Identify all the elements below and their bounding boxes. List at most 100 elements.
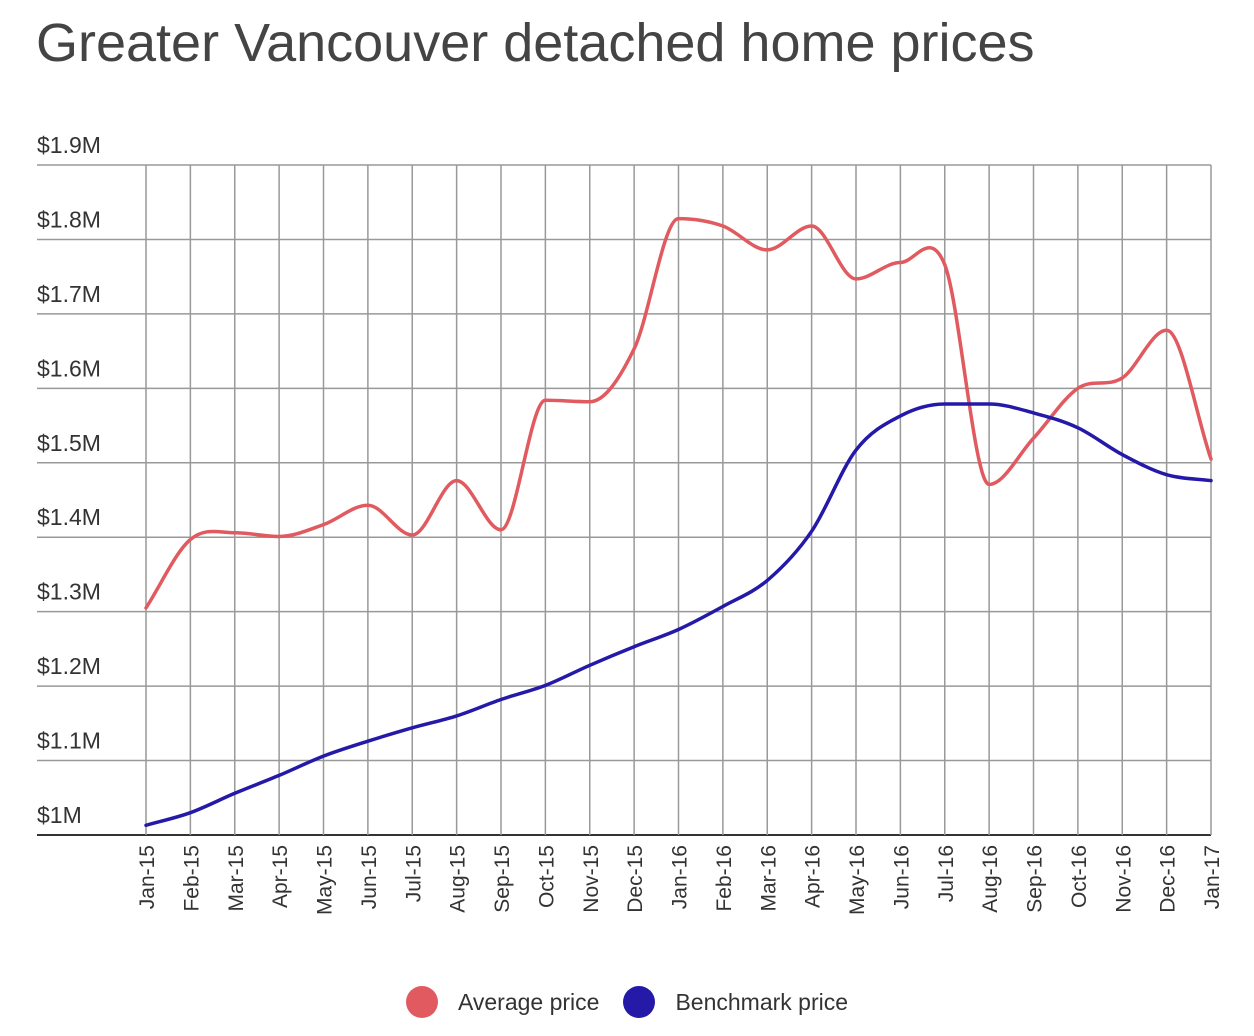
- y-tick-label: $1.6M: [37, 355, 101, 381]
- data-point-average-price: [321, 522, 327, 528]
- y-tick-label: $1.1M: [37, 728, 101, 754]
- series-line-benchmark-price: [144, 402, 1213, 828]
- chart-title: Greater Vancouver detached home prices: [36, 13, 1035, 73]
- data-point-average-price: [1031, 435, 1037, 441]
- data-point-average-price: [1164, 327, 1170, 333]
- x-tick-label: Sep-15: [491, 845, 514, 913]
- x-tick-label: Jan-16: [669, 845, 692, 909]
- data-point-benchmark-price: [187, 810, 193, 816]
- data-point-benchmark-price: [897, 413, 903, 419]
- data-point-average-price: [232, 530, 238, 536]
- data-point-benchmark-price: [587, 662, 593, 668]
- data-point-average-price: [676, 216, 682, 222]
- x-tick-label: Mar-16: [757, 845, 780, 912]
- legend-item-benchmark-price[interactable]: Benchmark price: [623, 986, 848, 1018]
- data-point-average-price: [143, 605, 149, 611]
- x-tick-label: Oct-16: [1068, 845, 1091, 908]
- x-tick-label: Apr-16: [802, 845, 825, 908]
- legend: Average price Benchmark price: [0, 982, 1254, 1022]
- legend-label-benchmark-price: Benchmark price: [675, 988, 849, 1015]
- x-tick-label: Mar-15: [225, 845, 248, 912]
- data-point-average-price: [365, 502, 371, 508]
- data-point-average-price: [986, 481, 992, 487]
- data-point-average-price: [1075, 385, 1081, 391]
- data-point-benchmark-price: [676, 627, 682, 633]
- data-point-benchmark-price: [409, 725, 415, 731]
- x-tick-label: Aug-16: [979, 845, 1002, 913]
- data-point-benchmark-price: [542, 682, 548, 688]
- x-tick-label: Oct-15: [535, 845, 558, 908]
- x-tick-label: Dec-16: [1157, 845, 1180, 913]
- data-point-benchmark-price: [232, 790, 238, 796]
- series-line-average-price: [144, 216, 1213, 610]
- data-point-average-price: [720, 223, 726, 229]
- x-tick-label: Nov-16: [1112, 845, 1135, 913]
- y-tick-label: $1.8M: [37, 206, 101, 232]
- data-point-benchmark-price: [720, 604, 726, 610]
- x-tick-label: Jun-15: [358, 845, 381, 909]
- data-point-benchmark-price: [1075, 425, 1081, 431]
- data-point-benchmark-price: [809, 528, 815, 534]
- data-point-benchmark-price: [942, 401, 948, 407]
- data-point-benchmark-price: [276, 772, 282, 778]
- data-point-average-price: [897, 260, 903, 266]
- data-point-average-price: [1208, 456, 1214, 462]
- x-tick-label: May-15: [314, 845, 337, 915]
- data-point-average-price: [587, 399, 593, 405]
- x-tick-label: Dec-15: [624, 845, 647, 913]
- y-tick-label: $1.9M: [37, 132, 101, 158]
- data-point-benchmark-price: [1031, 410, 1037, 416]
- y-axis-tick-labels: $1M $1.1M $1.2M $1.3M $1.4M $1.5M $1.6M $1.7M $1…: [37, 132, 101, 828]
- legend-label-average-price: Average price: [457, 988, 600, 1015]
- x-tick-label: May-16: [846, 845, 869, 915]
- data-point-benchmark-price: [1164, 472, 1170, 478]
- data-point-average-price: [187, 537, 193, 543]
- data-point-benchmark-price: [1208, 478, 1214, 484]
- x-tick-label: Jun-16: [890, 845, 913, 909]
- data-point-benchmark-price: [1119, 452, 1125, 458]
- x-tick-label: Jan-15: [136, 845, 159, 909]
- data-point-average-price: [631, 346, 637, 352]
- data-point-average-price: [853, 276, 859, 282]
- data-point-average-price: [764, 247, 770, 253]
- data-point-benchmark-price: [143, 822, 149, 828]
- x-axis-tick-labels: Jan-15 Feb-15 Mar-15 Apr-15 May-15 Jun-15 Jul-…: [136, 845, 1224, 915]
- x-tick-label: Jul-15: [402, 845, 425, 902]
- data-point-benchmark-price: [365, 738, 371, 744]
- grid: [37, 164, 1212, 836]
- x-tick-label: Jan-17: [1201, 845, 1224, 909]
- data-point-average-price: [409, 532, 415, 538]
- y-tick-label: $1.3M: [37, 579, 101, 605]
- x-tick-label: Sep-16: [1024, 845, 1047, 913]
- data-point-average-price: [498, 527, 504, 533]
- data-point-average-price: [542, 397, 548, 403]
- data-point-benchmark-price: [764, 577, 770, 583]
- benchmark-price-swatch-icon: [623, 986, 656, 1018]
- y-tick-label: $1.2M: [37, 653, 101, 679]
- data-point-average-price: [276, 534, 282, 540]
- data-point-average-price: [809, 223, 815, 229]
- y-tick-label: $1.7M: [37, 281, 101, 307]
- x-tick-label: Jul-16: [935, 845, 958, 902]
- data-point-benchmark-price: [853, 447, 859, 453]
- data-point-benchmark-price: [498, 697, 504, 703]
- y-tick-label: $1.5M: [37, 430, 101, 456]
- data-point-average-price: [1119, 375, 1125, 381]
- x-tick-label: Nov-15: [580, 845, 603, 913]
- data-point-benchmark-price: [986, 401, 992, 407]
- series-lines: [143, 216, 1214, 828]
- legend-item-average-price[interactable]: Average price: [405, 986, 600, 1018]
- x-tick-label: Feb-15: [180, 845, 203, 912]
- data-point-benchmark-price: [454, 713, 460, 719]
- data-point-benchmark-price: [321, 753, 327, 759]
- data-point-benchmark-price: [631, 644, 637, 650]
- data-point-average-price: [942, 262, 948, 268]
- y-tick-label: $1.4M: [37, 504, 101, 530]
- x-tick-label: Apr-15: [269, 845, 292, 908]
- y-tick-label: $1M: [37, 802, 82, 828]
- x-tick-label: Aug-15: [447, 845, 470, 913]
- x-tick-label: Feb-16: [713, 845, 736, 912]
- data-point-average-price: [454, 478, 460, 484]
- average-price-swatch-icon: [405, 986, 438, 1018]
